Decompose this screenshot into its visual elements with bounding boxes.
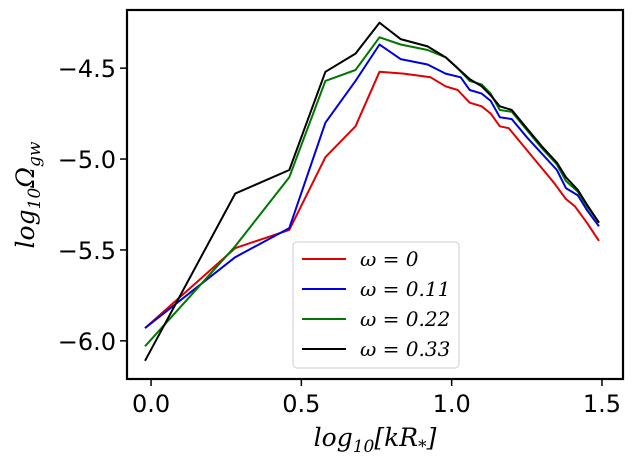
legend-label-2: ω = 0.22 bbox=[360, 307, 450, 331]
legend-label-3: ω = 0.33 bbox=[360, 337, 450, 361]
y-tick-label: −5.5 bbox=[58, 237, 116, 265]
legend-entries: ω = 0 ω = 0.11 ω = 0.22 ω = 0.33 bbox=[302, 247, 450, 361]
ticks-layer: 0.0 0.5 1.0 1.5 −6.0 −5.5 −5.0 −4.5 bbox=[58, 55, 621, 418]
y-axis-label: log10Ωgw bbox=[11, 141, 45, 248]
series-layer bbox=[144, 21, 600, 362]
legend-box bbox=[292, 241, 460, 369]
legend-label-0: ω = 0 bbox=[360, 247, 419, 271]
series-line-0 bbox=[144, 70, 600, 329]
y-tick-label: −6.0 bbox=[58, 328, 116, 356]
legend-label-1: ω = 0.11 bbox=[360, 277, 450, 301]
legend: ω = 0 ω = 0.11 ω = 0.22 ω = 0.33 bbox=[292, 241, 460, 369]
x-tick-label: 0.0 bbox=[132, 390, 170, 418]
x-tick-label: 0.5 bbox=[282, 390, 320, 418]
y-tick-label: −5.0 bbox=[58, 146, 116, 174]
series-line-3 bbox=[144, 21, 600, 362]
x-axis-label: log10[kR*] bbox=[314, 423, 437, 457]
x-tick-label: 1.5 bbox=[583, 390, 621, 418]
plot-frame bbox=[125, 8, 625, 381]
series-line-1 bbox=[144, 43, 600, 329]
y-tick-label: −4.5 bbox=[58, 55, 116, 83]
x-tick-label: 1.0 bbox=[433, 390, 471, 418]
